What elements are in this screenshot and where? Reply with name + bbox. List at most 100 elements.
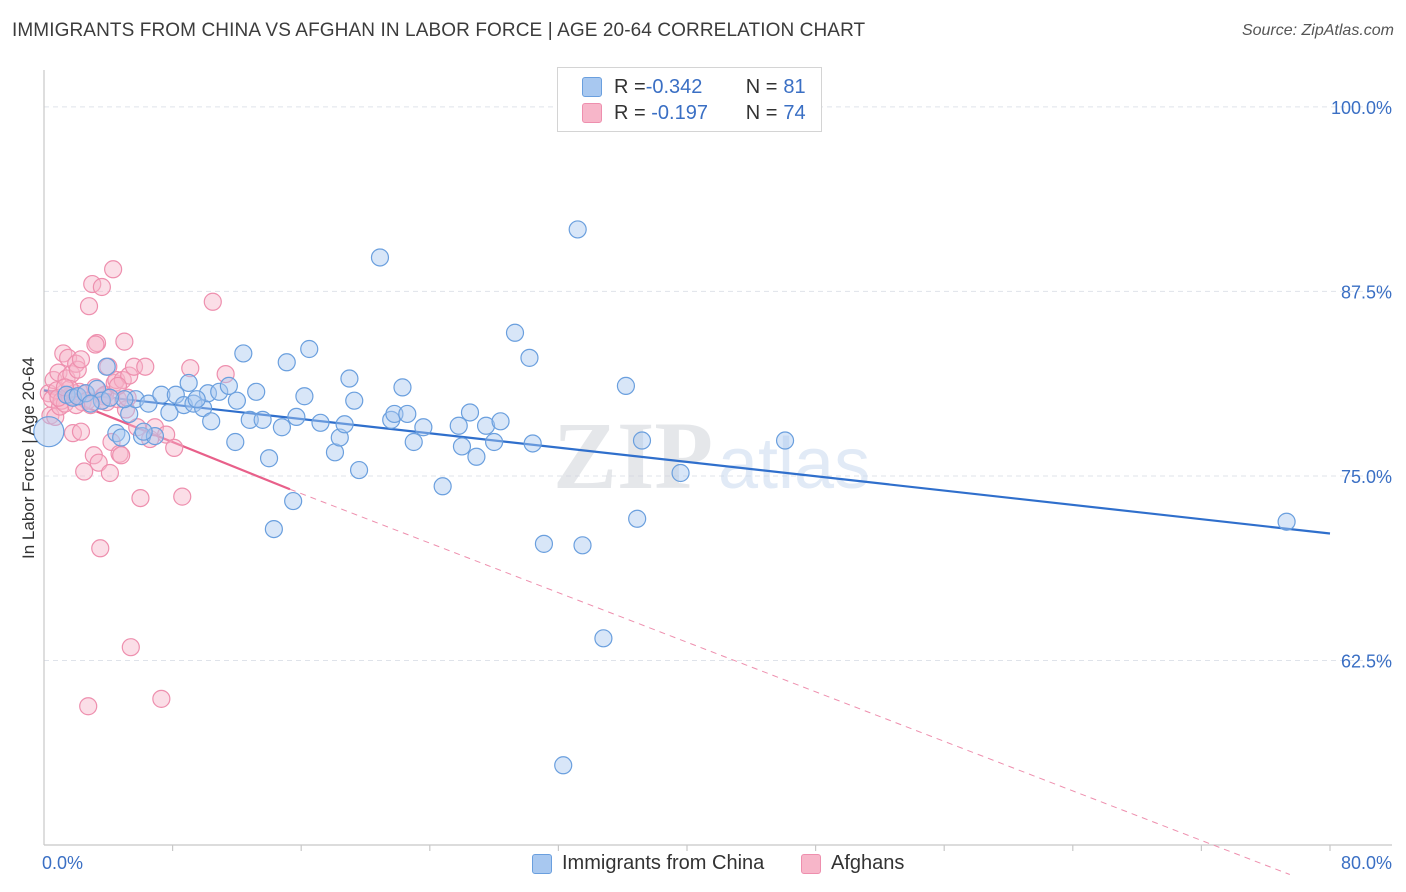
afghan-point — [120, 366, 139, 385]
china-point — [219, 376, 238, 396]
y-tick-label: 87.5% — [1341, 282, 1392, 302]
afghan-point — [136, 357, 155, 376]
afghan-point — [89, 453, 108, 472]
china-point — [202, 412, 221, 431]
y-tick-label: 62.5% — [1341, 651, 1392, 671]
china-point — [452, 437, 472, 456]
afghan-point — [131, 488, 150, 508]
china-point — [345, 391, 364, 410]
china-point — [460, 403, 480, 422]
china-point — [370, 248, 390, 267]
x-tick-label: 80.0% — [1341, 853, 1392, 873]
axes — [43, 70, 1392, 851]
afghan-point — [71, 422, 91, 441]
china-n-value: 81 — [783, 75, 806, 98]
y-tick-label: 75.0% — [1341, 467, 1392, 487]
china-point — [340, 369, 359, 388]
china-point — [234, 344, 253, 363]
china-point — [33, 416, 65, 448]
china-point — [398, 404, 417, 424]
china-point — [628, 509, 647, 528]
china-point — [568, 220, 587, 239]
china-point — [385, 404, 404, 424]
china-point — [775, 431, 795, 450]
china-point — [160, 403, 179, 422]
china-point — [467, 447, 486, 466]
china-point — [100, 388, 120, 407]
afghan-point — [100, 463, 120, 483]
legend-row-afghan: R = -0.197 N = 74 — [582, 100, 806, 126]
afghan-point — [75, 462, 94, 481]
china-point — [284, 491, 303, 511]
afghan-point — [165, 438, 184, 458]
china-point — [476, 416, 496, 435]
china-r-value: -0.342 — [645, 75, 703, 98]
afghan-point — [173, 487, 192, 506]
china-point — [240, 410, 259, 429]
afghan-point — [115, 332, 134, 351]
afghan-point — [152, 689, 171, 708]
china-point — [97, 357, 116, 376]
afghan-point — [92, 277, 111, 297]
china-point — [210, 382, 229, 401]
legend-item-china[interactable]: Immigrants from China — [532, 852, 764, 875]
afghan-n-label: N = — [745, 101, 778, 124]
afghan-point — [79, 297, 99, 316]
china-point — [227, 391, 246, 410]
china-point — [259, 449, 279, 468]
chart-title: IMMIGRANTS FROM CHINA VS AFGHAN IN LABOR… — [12, 20, 866, 41]
china-point — [287, 407, 306, 427]
source-label: Source: ZipAtlas.com — [1241, 22, 1394, 39]
china-swatch — [582, 77, 602, 97]
china-point — [671, 463, 690, 483]
legend-item-afghan[interactable]: Afghans — [801, 852, 904, 875]
china-point — [187, 390, 206, 409]
trend-lines — [43, 389, 1331, 875]
afghan-point — [79, 697, 98, 716]
afghan-points — [39, 260, 235, 716]
afghan-legend-label: Afghans — [831, 852, 905, 874]
china-point — [277, 353, 296, 372]
china-point — [449, 416, 468, 435]
china-point — [616, 376, 636, 396]
china-point — [76, 384, 95, 403]
china-points — [33, 220, 1296, 775]
x-tick-label: 0.0% — [42, 853, 83, 873]
y-tick-label: 100.0% — [1331, 98, 1392, 118]
afghan-point — [91, 539, 110, 558]
china-point — [554, 756, 573, 775]
afghan-r-value: -0.197 — [645, 101, 708, 124]
china-point — [139, 394, 158, 413]
afghan-point — [71, 350, 91, 369]
afghan-point — [203, 292, 222, 311]
china-point — [325, 443, 345, 462]
china-point — [594, 629, 613, 648]
china-point — [272, 418, 292, 437]
china-point — [247, 382, 266, 401]
china-point — [134, 422, 153, 441]
china-trend-line — [43, 389, 1331, 535]
china-point — [433, 477, 452, 496]
china-point — [145, 426, 165, 446]
china-point — [523, 434, 542, 453]
china-point — [632, 431, 652, 450]
afghan-legend-swatch — [801, 853, 821, 874]
tick-labels: 62.5% 75.0% 87.5% 100.0% 0.0% 80.0% — [42, 98, 1392, 873]
china-point — [112, 428, 131, 447]
china-legend-label: Immigrants from China — [562, 852, 765, 874]
china-point — [300, 339, 319, 359]
afghan-point — [121, 638, 140, 657]
afghan-point — [112, 446, 131, 465]
china-point — [226, 432, 245, 452]
grid-lines — [44, 106, 1392, 661]
china-point — [311, 413, 330, 432]
china-r-label: R = — [614, 75, 646, 98]
afghan-point — [181, 359, 200, 378]
afghan-trend-extension — [289, 488, 1290, 875]
china-point — [115, 390, 134, 409]
afghan-point — [216, 364, 235, 384]
china-point — [491, 412, 510, 431]
china-point — [393, 378, 412, 397]
china-point — [335, 415, 354, 434]
